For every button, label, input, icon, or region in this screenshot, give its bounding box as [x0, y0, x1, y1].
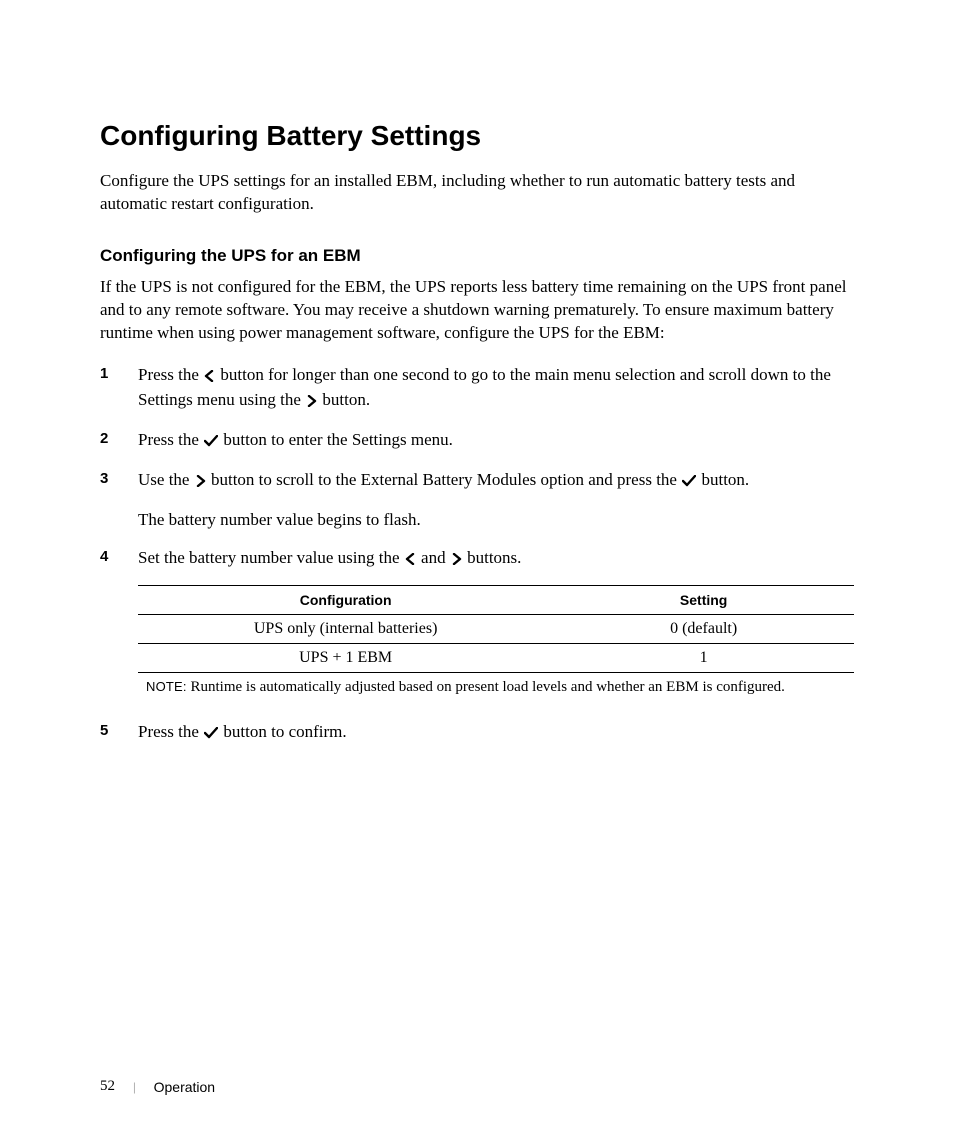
step-text: button. [697, 470, 749, 489]
step-text: button to scroll to the External Battery… [207, 470, 682, 489]
step-2: 2 Press the button to enter the Settings… [100, 428, 854, 454]
step-5: 5 Press the button to confirm. [100, 720, 854, 746]
step-3: 3 Use the button to scroll to the Extern… [100, 468, 854, 532]
table-header-row: Configuration Setting [138, 586, 854, 615]
step-number: 1 [100, 363, 108, 384]
step-text: button to confirm. [219, 722, 346, 741]
table-cell: 1 [553, 644, 854, 673]
page-heading: Configuring Battery Settings [100, 120, 854, 152]
page: Configuring Battery Settings Configure t… [0, 0, 954, 1145]
steps-list: 1 Press the button for longer than one s… [100, 363, 854, 572]
step-number: 3 [100, 468, 108, 489]
step-number: 2 [100, 428, 108, 449]
page-number: 52 [100, 1078, 115, 1095]
step-text: Press the [138, 365, 203, 384]
table-row: UPS only (internal batteries) 0 (default… [138, 615, 854, 644]
note-text: Runtime is automatically adjusted based … [187, 679, 785, 695]
step-number: 5 [100, 720, 108, 741]
config-table: Configuration Setting UPS only (internal… [138, 585, 854, 673]
table-cell: UPS only (internal batteries) [138, 615, 553, 644]
step-text: button for longer than one second to go … [138, 365, 831, 410]
step-text: Set the battery number value using the [138, 548, 404, 567]
section-paragraph: If the UPS is not configured for the EBM… [100, 276, 854, 345]
page-footer: 52 | Operation [100, 1078, 215, 1095]
table-cell: 0 (default) [553, 615, 854, 644]
checkmark-icon [204, 430, 218, 454]
step-text: button to enter the Settings menu. [219, 430, 453, 449]
checkmark-icon [204, 722, 218, 746]
steps-list-continued: 5 Press the button to confirm. [100, 720, 854, 746]
section-subheading: Configuring the UPS for an EBM [100, 246, 854, 266]
chevron-left-icon [204, 365, 215, 389]
checkmark-icon [682, 470, 696, 494]
step-subtext: The battery number value begins to flash… [138, 508, 854, 532]
note-label: NOTE: [146, 679, 187, 694]
step-text: Press the [138, 430, 203, 449]
config-table-wrap: Configuration Setting UPS only (internal… [100, 585, 854, 696]
chevron-right-icon [451, 548, 462, 572]
footer-section: Operation [154, 1079, 215, 1095]
step-number: 4 [100, 546, 108, 567]
step-4: 4 Set the battery number value using the… [100, 546, 854, 572]
chevron-right-icon [195, 470, 206, 494]
step-text: buttons. [463, 548, 522, 567]
table-note: NOTE: Runtime is automatically adjusted … [138, 679, 854, 696]
table-header-cell: Configuration [138, 586, 553, 615]
step-text: Use the [138, 470, 194, 489]
step-text: and [417, 548, 450, 567]
chevron-left-icon [405, 548, 416, 572]
step-text: Press the [138, 722, 203, 741]
chevron-right-icon [306, 390, 317, 414]
table-header-cell: Setting [553, 586, 854, 615]
table-cell: UPS + 1 EBM [138, 644, 553, 673]
table-row: UPS + 1 EBM 1 [138, 644, 854, 673]
footer-divider-icon: | [133, 1079, 136, 1095]
intro-paragraph: Configure the UPS settings for an instal… [100, 170, 854, 216]
step-1: 1 Press the button for longer than one s… [100, 363, 854, 415]
step-text: button. [318, 390, 370, 409]
